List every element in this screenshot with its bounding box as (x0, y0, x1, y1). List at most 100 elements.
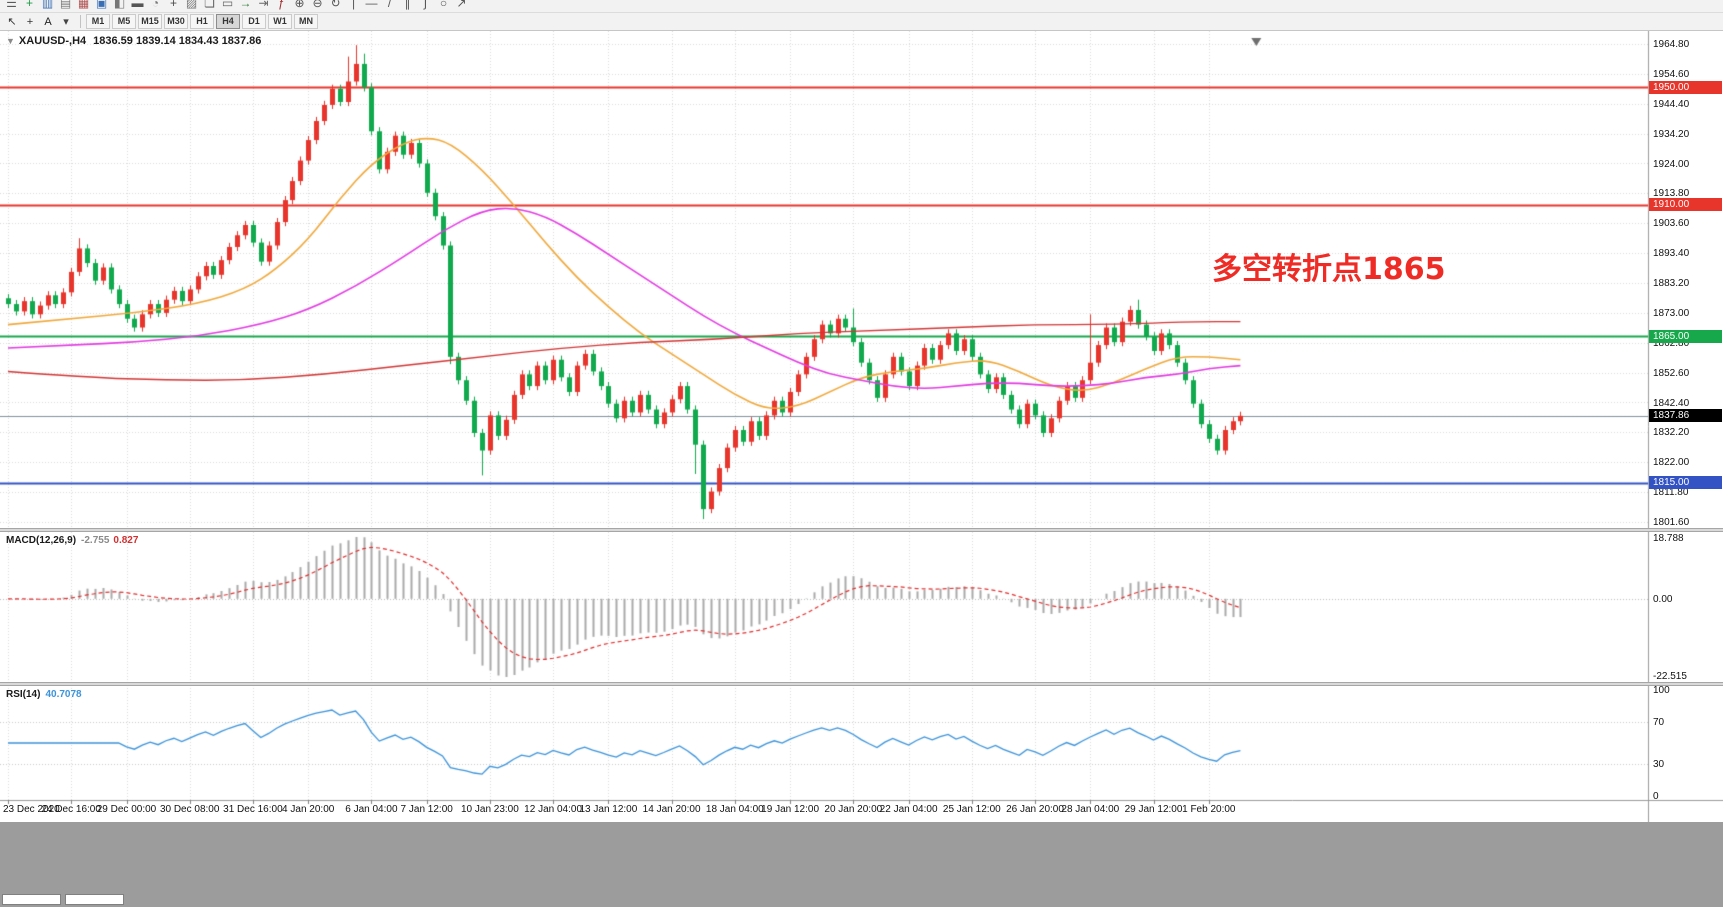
chart-ohlc: 1836.59 1839.14 1834.43 1837.86 (93, 35, 262, 47)
collapse-caret-icon[interactable]: ▼ (6, 36, 15, 46)
price-tick-label: 1964.80 (1653, 39, 1690, 50)
bottom-area (0, 822, 1723, 907)
objects-dropdown-icon[interactable]: ▾ (63, 15, 69, 28)
new-order-icon[interactable]: + (25, 0, 33, 10)
toolbar-main: ☰ + ▥ ▤ ▦ ▣ ◧ ▬ ◔ + ▨ ❏ ▭ → ⇥ ƒ ⊕ ⊖ ↻ | — / ∥ ∫ ○ ↗ (0, 0, 1723, 13)
annotation-text[interactable]: 多空转折点1865 (1212, 252, 1446, 287)
price-tick-label: 1852.60 (1653, 367, 1690, 379)
channel-icon[interactable]: ∥ (404, 0, 411, 10)
price-tick-label: 1934.20 (1653, 128, 1690, 140)
toolbar-separator (80, 15, 81, 28)
status-cell[interactable] (65, 894, 124, 905)
price-tick-label: 1954.60 (1653, 68, 1690, 80)
time-axis-label: 6 Jan 04:00 (345, 804, 398, 815)
cascade-windows-icon[interactable]: ❏ (204, 0, 215, 10)
timeframe-h4[interactable]: H4 (216, 14, 240, 29)
rsi-label[interactable]: RSI(14) 40.7078 (6, 689, 82, 700)
crosshair-icon[interactable]: + (26, 15, 34, 28)
price-line-badge: 1910.00 (1649, 198, 1722, 211)
macd-axis-label: -22.515 (1653, 671, 1687, 682)
timeframe-w1[interactable]: W1 (268, 14, 292, 29)
profiles-icon[interactable]: ▤ (59, 0, 72, 10)
tile-windows-icon[interactable]: ▭ (221, 0, 234, 10)
macd-name: MACD(12,26,9) (6, 535, 77, 546)
price-tick-label: 1832.20 (1653, 427, 1690, 439)
toolbar-secondary: ↖ + A ▾ M1 M5 M15 M30 H1 H4 D1 W1 MN (0, 13, 1723, 31)
time-axis-label: 7 Jan 12:00 (400, 804, 453, 815)
panel-splitter-macd[interactable] (0, 528, 1723, 532)
zoom-in-icon[interactable]: ⊕ (294, 0, 305, 10)
price-tick-label: 1924.00 (1653, 158, 1690, 170)
charts-icon[interactable]: ▥ (41, 0, 54, 10)
shapes-icon[interactable]: ○ (439, 0, 448, 10)
time-axis[interactable]: 23 Dec 2020 24 Dec 16:00 29 Dec 00:00 30 De… (0, 800, 1723, 822)
macd-axis-label: 0.00 (1653, 593, 1673, 605)
macd-value-main: -2.755 (81, 535, 110, 546)
time-axis-label: 26 Jan 20:00 (1006, 804, 1064, 815)
timeframe-m30[interactable]: M30 (164, 14, 188, 29)
chart-symbol-period: XAUUSD-,H4 (18, 35, 87, 47)
zoom-out-icon[interactable]: ⊖ (312, 0, 323, 10)
market-watch-icon[interactable]: ▦ (77, 0, 90, 10)
new-chart-icon[interactable]: + (169, 0, 177, 10)
panel-splitter-rsi[interactable] (0, 682, 1723, 686)
chart-title: ▼ XAUUSD-,H4 1836.59 1839.14 1834.43 1837.… (6, 35, 261, 47)
cursor-icon[interactable]: ↖ (7, 15, 17, 28)
price-line-badge: 1815.00 (1649, 476, 1722, 490)
time-axis-label: 13 Jan 12:00 (579, 804, 638, 815)
data-window-icon[interactable]: ▣ (95, 0, 108, 10)
trendline-icon[interactable]: / (387, 0, 392, 10)
price-chart-canvas[interactable] (0, 31, 1723, 822)
current-price-badge: 1837.86 (1649, 409, 1722, 423)
templates-icon[interactable]: ▨ (185, 0, 198, 10)
time-axis-label: 18 Jan 04:00 (705, 804, 764, 815)
time-axis-label: 28 Jan 04:00 (1061, 804, 1120, 815)
rsi-axis-label: 70 (1653, 716, 1665, 728)
menu-icon[interactable]: ☰ (6, 0, 17, 10)
price-tick-label: 1822.00 (1653, 457, 1690, 469)
text-label-icon[interactable]: A (44, 15, 52, 28)
timeframe-m5[interactable]: M5 (112, 14, 136, 29)
terminal-icon[interactable]: ▬ (131, 0, 144, 10)
price-tick-label: 1873.00 (1653, 307, 1690, 319)
price-tick-label: 1862.80 (1653, 337, 1690, 349)
rsi-axis-label: 0 (1653, 791, 1659, 802)
time-axis-label: 20 Jan 20:00 (824, 804, 883, 815)
macd-label[interactable]: MACD(12,26,9) -2.755 0.827 (6, 535, 138, 546)
timeframe-m15[interactable]: M15 (138, 14, 162, 29)
fibonacci-icon[interactable]: ∫ (423, 0, 428, 10)
price-line-badge: 1865.00 (1649, 329, 1722, 343)
line-studies-group: ↖ + A ▾ (3, 14, 75, 30)
price-tick-label: 1801.60 (1653, 517, 1690, 528)
timeframe-mn[interactable]: MN (294, 14, 318, 29)
horizontal-line-icon[interactable]: — (365, 0, 378, 10)
indicators-icon[interactable]: ƒ (278, 0, 285, 10)
time-axis-label: 25 Jan 12:00 (942, 804, 1001, 815)
price-line-badge: 1950.00 (1649, 80, 1722, 94)
time-axis-label: 14 Jan 20:00 (642, 804, 701, 815)
refresh-icon[interactable]: ↻ (330, 0, 341, 10)
arrow-objects-icon[interactable]: ↗ (456, 0, 467, 10)
time-axis-label: 29 Dec 00:00 (96, 804, 157, 815)
time-axis-label: 12 Jan 04:00 (524, 804, 583, 815)
autoscroll-icon[interactable]: → (239, 0, 252, 10)
price-tick-label: 1944.40 (1653, 98, 1690, 110)
price-tick-label: 1811.80 (1653, 487, 1689, 499)
price-tick-label: 1913.80 (1653, 188, 1690, 200)
price-tick-label: 1883.20 (1653, 278, 1690, 289)
time-axis-label: 31 Dec 16:00 (223, 804, 283, 815)
time-axis-label: 24 Dec 16:00 (41, 804, 101, 815)
time-axis-label: 19 Jan 12:00 (761, 804, 820, 815)
status-cell[interactable] (2, 894, 61, 905)
price-tick-label: 1903.60 (1653, 218, 1690, 230)
timeframe-m1[interactable]: M1 (86, 14, 110, 29)
timeframe-d1[interactable]: D1 (242, 14, 266, 29)
timeframe-h1[interactable]: H1 (190, 14, 214, 29)
strategy-tester-icon[interactable]: ◔ (151, 0, 160, 10)
price-tick-label: 1842.40 (1653, 397, 1690, 409)
chart-shift-icon[interactable]: ⇥ (258, 0, 269, 10)
rsi-name: RSI(14) (6, 689, 41, 700)
vertical-line-icon[interactable]: | (351, 0, 356, 10)
navigator-icon[interactable]: ◧ (113, 0, 126, 10)
